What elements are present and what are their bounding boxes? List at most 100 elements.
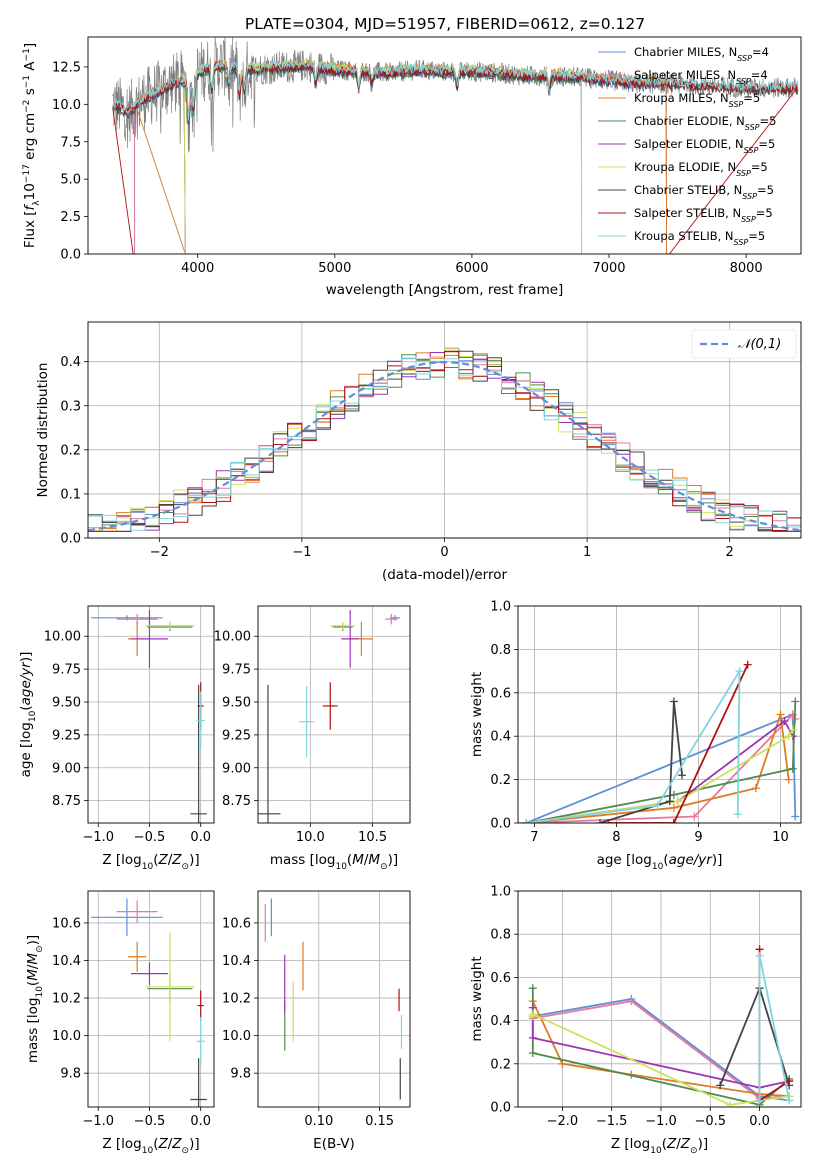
weight-marker (780, 717, 789, 726)
weight-marker (785, 1077, 794, 1086)
x-axis-label: E(B-V) (313, 1136, 355, 1152)
weight-marker (784, 732, 793, 741)
weight-marker (528, 1049, 537, 1057)
y-tick-label: 9.75 (222, 663, 251, 678)
residuals-axes: −2 −1 0 1 2 0.0 0.1 0.2 0.3 0.4 (60, 321, 802, 560)
figure-title: PLATE=0304, MJD=51957, FIBERID=0612, z=0… (245, 15, 645, 33)
y-tick-label: 9.75 (52, 663, 81, 678)
y-tick-label: 0.4 (490, 1014, 511, 1029)
y-tick-label: 0.2 (60, 443, 81, 458)
y-tick-label: 10.2 (52, 992, 81, 1007)
weight-marker (522, 819, 531, 823)
y-tick-label: 9.00 (222, 761, 251, 776)
weight_vs_age-frame (517, 605, 802, 824)
y-tick-label: 0.2 (490, 773, 511, 788)
weight-marker (716, 1081, 725, 1090)
y-tick-label: 0.4 (60, 355, 81, 370)
y-tick-label: 12.5 (52, 60, 81, 75)
legend-entry: 𝒩(0,1) (738, 337, 781, 352)
y-tick-label: 0.8 (490, 928, 511, 943)
x-tick-label: 9 (694, 830, 702, 845)
x-tick-label: −1.0 (82, 1114, 114, 1129)
y-tick-label: 2.5 (60, 210, 81, 225)
errorbar-chabrier-stelib (190, 684, 207, 823)
y-tick-label: 8.75 (52, 794, 81, 809)
y-tick-label: 10.0 (52, 1029, 81, 1044)
weight-marker (690, 812, 699, 821)
y-tick-label: 9.8 (230, 1067, 251, 1082)
y-tick-label: 9.50 (52, 696, 81, 711)
errorbar-salpeter-elodie (341, 609, 359, 668)
x-tick-label: −1 (292, 545, 311, 560)
age_vs_Z-frame (87, 605, 215, 824)
x-tick-label: −2.0 (547, 1114, 579, 1129)
legend-entry: Chabrier MILES, NSSP=4 (634, 45, 769, 63)
errorbar-chabrier-stelib (258, 684, 281, 823)
x-tick-label: 8000 (730, 261, 763, 276)
spectrum-frame (87, 36, 802, 255)
age_vs_Z-plot-area (91, 609, 207, 823)
mass_vs_Z-axes: −1.0 −0.5 0.0 9.8 10.0 10.2 10.4 10.6 (52, 890, 215, 1129)
x-tick-label: 8 (612, 830, 620, 845)
weight-marker (755, 951, 764, 960)
x-axis-label: wavelength [Angstrom, rest frame] (326, 282, 564, 298)
y-tick-label: 1.0 (490, 600, 511, 615)
y-tick-label: 0.0 (60, 532, 81, 547)
weight-marker (669, 790, 678, 799)
errorbar-salpeter-stelib (322, 682, 338, 730)
axes-layer: 4000 5000 6000 7000 80000.02.55.07.510.012.5… (18, 36, 802, 1156)
y-tick-label: 9.8 (60, 1067, 81, 1082)
weight-marker (673, 797, 682, 806)
mass_vs_ebv-frame (257, 890, 411, 1108)
y-tick-label: 10.6 (222, 916, 251, 931)
x-tick-label: 10 (772, 830, 789, 845)
legend-entry: Salpeter STELIB, NSSP=5 (634, 206, 773, 224)
weight-marker (791, 697, 800, 706)
weight-marker (669, 819, 678, 823)
y-axis-label: age [log10(age/yr)] (18, 652, 38, 778)
x-tick-label: −1.0 (82, 830, 114, 845)
weight-marker (528, 1010, 537, 1019)
errorbar-chabrier-stelib (190, 1058, 207, 1107)
legend-entry: Chabrier STELIB, NSSP=5 (634, 183, 774, 201)
y-tick-label: 10.0 (222, 1029, 251, 1044)
weight_vs_age-plot-area (522, 660, 800, 823)
weight-marker (558, 1059, 567, 1068)
y-tick-label: 0.1 (60, 487, 81, 502)
errorbar-salpeter-miles (116, 900, 158, 923)
y-tick-label: 10.0 (52, 98, 81, 113)
x-axis-label: Z [log10(Z/Z⊙)] (102, 1136, 199, 1156)
weight-marker (784, 775, 793, 784)
weight-series-kroupa-stelib (755, 951, 794, 1105)
legend-entry: Kroupa STELIB, NSSP=5 (634, 229, 765, 247)
x-tick-label: 7 (530, 830, 538, 845)
y-tick-label: 10.6 (52, 916, 81, 931)
x-tick-label: 0.0 (190, 1114, 211, 1129)
weight-marker (785, 1096, 794, 1105)
y-tick-label: 5.0 (60, 173, 81, 188)
x-axis-label: (data-model)/error (382, 567, 508, 583)
legend-entry: Salpeter MILES, NSSP=4 (634, 68, 768, 86)
mass_vs_Z-frame (87, 890, 215, 1108)
errorbar-kroupa-miles (127, 941, 147, 972)
weight-marker (791, 812, 800, 821)
y-axis-label: Flux [fλ10−17 erg cm−2 s−1 A−1] (22, 43, 42, 248)
errorbar-kroupa-stelib (299, 686, 315, 758)
errorbar-chabrier-miles (91, 898, 163, 937)
y-tick-label: 10.2 (222, 992, 251, 1007)
x-tick-label: 0 (440, 545, 448, 560)
residuals-plot-area (88, 347, 801, 532)
y-tick-label: 9.25 (52, 728, 81, 743)
weight-marker (735, 667, 744, 676)
y-tick-label: 0.2 (490, 1057, 511, 1072)
x-tick-label: −1.5 (596, 1114, 628, 1129)
age_vs_mass-frame (257, 605, 411, 824)
y-tick-label: 0.0 (490, 1101, 511, 1116)
x-tick-label: −0.5 (134, 830, 166, 845)
x-tick-label: 10.5 (358, 830, 387, 845)
mass_vs_ebv-plot-area (264, 898, 403, 1100)
weight-series-salpeter-stelib (604, 660, 752, 823)
model-spectrum-kroupa-stelib (112, 58, 799, 121)
age_vs_Z-axes: −1.0 −0.5 0.0 8.75 9.00 9.25 9.50 9.75 10.00 (44, 605, 215, 845)
histogram-chabrier-stelib (88, 350, 801, 532)
